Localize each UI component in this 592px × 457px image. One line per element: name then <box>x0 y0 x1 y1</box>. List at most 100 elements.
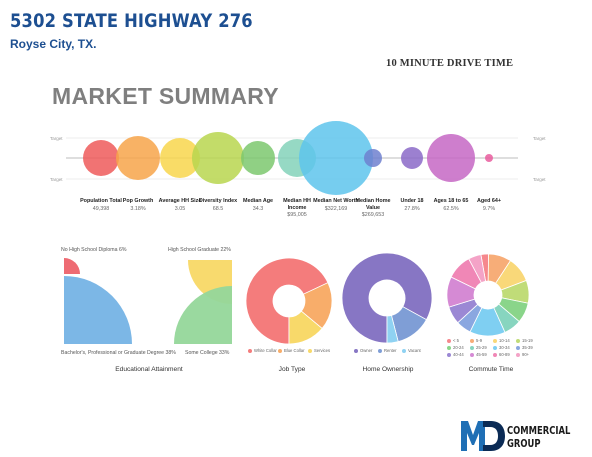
commute-legend-item-10: 60-89 <box>493 352 510 357</box>
commute-legend-label: 40-44 <box>453 352 464 357</box>
job-slice-2 <box>288 310 323 345</box>
legend-dot <box>308 348 312 353</box>
metric-6: Median Net Worth $322,169 <box>312 198 360 213</box>
job-type-section-label: Job Type <box>278 366 306 373</box>
commute-legend-label: 60-89 <box>499 352 510 357</box>
commute-legend-item-0: < 5 <box>447 338 459 343</box>
commute-legend-item-9: 45-59 <box>470 352 487 357</box>
legend-renter: Renter <box>378 348 397 353</box>
metric-value: 49,398 <box>92 205 110 212</box>
metric-label: Diversity Index <box>198 198 238 204</box>
legend-dot <box>516 338 520 343</box>
edu-no-diploma-shape <box>64 258 80 274</box>
legend-dot <box>278 348 282 353</box>
home-ownership-donut <box>341 252 433 344</box>
commute-time-donut <box>446 253 530 337</box>
metric-9: Ages 18 to 65 62.5% <box>427 198 475 213</box>
property-title: 5302 STATE HIGHWAY 276 <box>10 10 253 32</box>
commute-legend-item-11: 90+ <box>516 352 529 357</box>
commute-legend-label: 35-39 <box>522 345 533 350</box>
job-type-legend: White Collar Blue Collar Services <box>248 348 338 356</box>
commute-legend-item-4: 20-24 <box>447 345 464 350</box>
commute-legend-label: 45-59 <box>476 352 487 357</box>
metric-value: 3.18% <box>130 205 146 212</box>
edu-label-some-college: Some College 33% <box>185 350 230 356</box>
legend-dot <box>354 348 358 353</box>
commute-legend-label: < 5 <box>453 338 459 343</box>
edu-bachelors-shape <box>64 276 132 344</box>
bubble-4 <box>241 141 275 175</box>
metric-value: 9.7% <box>482 205 496 212</box>
market-summary-heading: MARKET SUMMARY <box>52 83 279 109</box>
metric-5: Median HH Income $95,005 <box>273 198 321 219</box>
legend-white-collar: White Collar <box>248 348 277 353</box>
legend-services: Services <box>308 348 330 353</box>
job-slice-0 <box>245 257 329 345</box>
legend-dot <box>470 352 474 357</box>
market-bubble-chart: Target Target Target Target <box>50 121 546 195</box>
commute-legend-item-6: 30-34 <box>493 345 510 350</box>
edu-label-hs-grad: High School Graduate 22% <box>168 247 231 253</box>
edu-some-college-shape <box>174 286 232 344</box>
legend-vacant: Vacant <box>402 348 421 353</box>
legend-dot <box>493 338 497 343</box>
metric-label: Ages 18 to 65 <box>433 198 469 204</box>
commute-legend-label: 15-19 <box>522 338 533 343</box>
legend-dot <box>493 345 497 350</box>
metric-value: 27.8% <box>404 205 420 212</box>
metric-value: 34.3 <box>252 205 264 212</box>
edu-label-bachelors: Bachelor's, Professional or Graduate Deg… <box>61 350 176 356</box>
commute-time-section-label: Commute Time <box>468 366 514 373</box>
home-ownership-section-label: Home Ownership <box>362 366 414 373</box>
bubble-9 <box>427 134 475 182</box>
metric-0: Population Total 49,398 <box>77 198 125 213</box>
commute-time-legend: < 5 5-9 10-14 15-19 20-24 25-29 30-34 35-39 40-4… <box>447 338 539 360</box>
home-ownership-legend: Owner Renter Vacant <box>354 348 434 356</box>
commute-legend-label: 30-34 <box>499 345 510 350</box>
metric-7: Median Home Value $269,653 <box>349 198 397 219</box>
metric-value: 68.5 <box>212 205 224 212</box>
legend-dot <box>516 352 520 357</box>
legend-dot <box>248 348 252 353</box>
md-logo-mark <box>461 421 505 451</box>
metric-label: Population Total <box>80 198 122 204</box>
legend-dot <box>402 348 406 353</box>
metric-4: Median Age 34.3 <box>234 198 282 213</box>
legend-dot <box>447 352 451 357</box>
commute-legend-label: 90+ <box>522 352 530 357</box>
target-label-right-bottom: Target <box>533 177 546 182</box>
legend-owner: Owner <box>354 348 372 353</box>
bubble-2 <box>160 138 200 178</box>
legend-dot <box>447 345 451 350</box>
bubble-3 <box>192 132 244 184</box>
bubble-0 <box>83 140 119 176</box>
metric-label: Median HH Income <box>283 198 311 211</box>
bubble-7 <box>364 149 382 167</box>
commute-legend-label: 5-9 <box>476 338 483 343</box>
legend-dot <box>447 338 451 343</box>
metric-label: Pop Growth <box>122 198 154 204</box>
property-location: Royse City, TX. <box>10 37 97 51</box>
metric-label: Aged 64+ <box>476 198 502 204</box>
target-label-left-bottom: Target <box>50 177 63 182</box>
bubble-6 <box>299 121 373 195</box>
home-slice-0 <box>341 252 433 344</box>
legend-dot <box>516 345 520 350</box>
bubble-8 <box>401 147 423 169</box>
legend-dot <box>493 352 497 357</box>
logo-text-commercial: COMMERCIAL <box>507 425 571 437</box>
commute-legend-item-7: 35-39 <box>516 345 533 350</box>
legend-dot <box>470 338 474 343</box>
metric-value: $95,005 <box>287 212 307 219</box>
metric-label: Average HH Size <box>158 198 202 204</box>
commute-legend-label: 25-29 <box>476 345 487 350</box>
metric-value: 62.5% <box>443 205 459 212</box>
metric-10: Aged 64+ 9.7% <box>465 198 513 213</box>
legend-blue-collar: Blue Collar <box>278 348 304 353</box>
home-slice-2 <box>386 314 399 344</box>
commute-legend-label: 10-14 <box>499 338 510 343</box>
education-chart <box>64 258 232 344</box>
metric-label: Median Net Worth <box>313 198 359 204</box>
metric-1: Pop Growth 3.18% <box>114 198 162 213</box>
metric-label: Under 18 <box>400 198 424 204</box>
